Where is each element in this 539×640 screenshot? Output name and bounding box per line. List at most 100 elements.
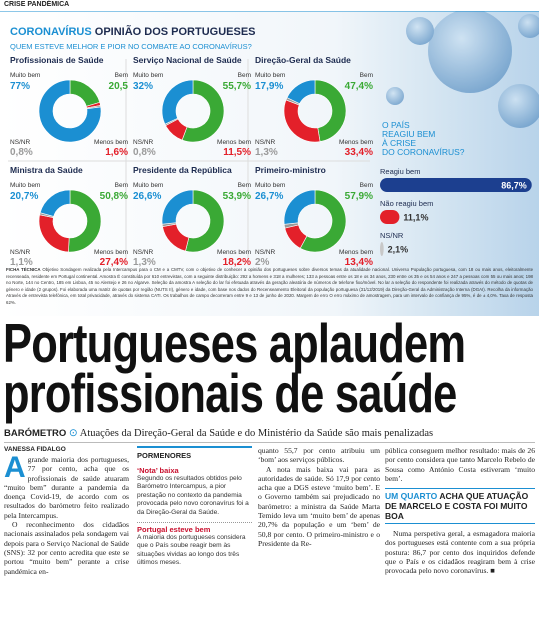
infographic-subtitle: QUEM ESTEVE MELHOR E PIOR NO COMBATE AO … (10, 42, 252, 51)
donut-segment (161, 79, 194, 125)
value-label: 50,8% (100, 191, 128, 202)
donut-segment (161, 189, 194, 225)
category-label: Bem (238, 72, 251, 79)
value-label: 26,7% (255, 191, 283, 202)
sidebar-text: A maioria dos portugueses considera que … (137, 534, 246, 567)
category-label: NS/NR (10, 139, 31, 146)
title-lead: CORONAVÍRUS (10, 25, 92, 38)
category-label: Menos bem (94, 139, 128, 146)
paragraph: grande maioria dos portugueses, 77 por c… (4, 455, 129, 520)
bar (380, 210, 400, 224)
byline: VANESSA FIDALGO (4, 446, 66, 453)
bar-category: Não reagiu bem (380, 199, 433, 208)
sidebar-heading: Portugal esteve bem (137, 525, 211, 535)
pullquote-lead: UM QUARTO (385, 491, 438, 502)
value-label: 77% (10, 81, 30, 92)
ficha-label: FICHA TÉCNICA (6, 267, 41, 272)
value-label: 0,8% (10, 147, 33, 158)
panel-title: Serviço Nacional de Saúde (133, 55, 242, 65)
paragraph: Numa perspetiva geral, a esmagadora maio… (385, 529, 535, 576)
category-label: Bem (360, 72, 373, 79)
pullquote: UM QUARTO ACHA QUE ATUAÇÃO DE MARCELO E … (385, 488, 535, 525)
category-label: Menos bem (339, 249, 373, 256)
panel-title: Ministra da Saúde (10, 165, 83, 175)
pullquote-text: ACHA QUE ATUAÇÃO DE MARCELO E COSTA FOI … (385, 491, 529, 522)
value-label: 53,9% (223, 191, 251, 202)
deck: Atuações da Direção-Geral da Saúde e do … (79, 428, 434, 439)
infographic-title: CORONAVÍRUS OPINIÃO DOS PORTUGUESES (10, 25, 256, 38)
title-text: OPINIÃO DOS PORTUGUESES (95, 25, 256, 38)
value-label: 2% (255, 257, 270, 268)
value-label: 47,4% (345, 81, 373, 92)
value-label: 11,5% (223, 147, 251, 158)
value-label: 57,9% (345, 191, 373, 202)
donut-segment (286, 79, 316, 105)
value-label: 13,4% (345, 257, 373, 268)
bar-value: 2,1% (388, 245, 409, 255)
question: REAGIU BEM (382, 129, 435, 139)
column-1: VANESSA FIDALGO A grande maioria dos por… (4, 446, 129, 576)
bar-category: NS/NR (380, 231, 404, 240)
deck-line: BARÓMETRO ⊙ Atuações da Direção-Geral da… (4, 427, 433, 439)
infographic: CORONAVÍRUS OPINIÃO DOS PORTUGUESES QUEM… (0, 11, 539, 316)
category-label: NS/NR (133, 139, 154, 146)
bar-value: 86,7% (501, 181, 527, 191)
donut-segment (68, 189, 102, 253)
category-label: Menos bem (217, 249, 251, 256)
section-label: CRISE PANDÉMICA (4, 1, 70, 8)
value-label: 26,6% (133, 191, 161, 202)
bar (380, 178, 532, 192)
value-label: 20,7% (10, 191, 38, 202)
category-label: Muito bem (133, 182, 163, 189)
sidebar: PORMENORES ‘Nota’ baixa Segundo os resul… (137, 446, 252, 568)
category-label: Menos bem (217, 139, 251, 146)
sidebar-heading: ‘Nota’ baixa (137, 466, 179, 475)
headline-line: profissionais de saúde (3, 362, 457, 424)
panel-title: Profissionais de Saúde (10, 55, 104, 65)
value-label: 1,3% (133, 257, 156, 268)
paragraph: A nota mais baixa vai para as autoridade… (258, 464, 380, 548)
category-label: Muito bem (10, 72, 40, 79)
category-label: NS/NR (255, 139, 276, 146)
value-label: 27,4% (100, 257, 128, 268)
headline-line: Portugueses aplaudem (3, 312, 466, 374)
bar-value: 11,1% (403, 213, 428, 223)
value-label: 32% (133, 81, 153, 92)
column-4: pública conseguem melhor resultado: mais… (385, 446, 535, 576)
value-label: 20,5 (109, 81, 129, 92)
sidebar-title: PORMENORES (137, 451, 192, 460)
virus-illustration (386, 11, 539, 128)
kicker: BARÓMETRO (4, 428, 67, 439)
category-label: Menos bem (94, 249, 128, 256)
panel-title: Direção-Geral da Saúde (255, 55, 351, 65)
value-label: 18,2% (223, 257, 251, 268)
category-label: Muito bem (255, 72, 285, 79)
paragraph: quanto 55,7 por cento atribuiu um ‘bom’ … (258, 446, 380, 465)
donut-segment (181, 79, 225, 143)
ficha-tecnica: FICHA TÉCNICA Objetivo Sondagem realizad… (6, 267, 533, 307)
category-label: NS/NR (10, 249, 31, 256)
value-label: 55,7% (223, 81, 251, 92)
value-label: 17,9% (255, 81, 283, 92)
headline: Portugueses aplaudem profissionais de sa… (3, 312, 466, 424)
rule (4, 442, 535, 443)
bar-category: Reagiu bem (380, 167, 420, 176)
donut-segment (185, 189, 225, 253)
column-3: quanto 55,7 por cento atribuiu um ‘bom’ … (258, 446, 380, 548)
category-label: Bem (238, 182, 251, 189)
category-label: Bem (115, 182, 128, 189)
question: DO CORONAVÍRUS? (382, 147, 465, 157)
category-label: Bem (115, 72, 128, 79)
paragraph: pública conseguem melhor resultado: mais… (385, 446, 535, 483)
value-label: 0,8% (133, 147, 156, 158)
donut-segment (299, 189, 347, 253)
donut-segment (39, 189, 71, 217)
panel-title: Primeiro-ministro (255, 165, 326, 175)
category-label: Muito bem (133, 72, 163, 79)
category-label: Muito bem (255, 182, 285, 189)
kicker-icon: ⊙ (68, 428, 78, 439)
value-label: 1,1% (10, 257, 33, 268)
paragraph: O reconhecimento dos cidadãos nacionais … (4, 520, 129, 576)
donut-segment (314, 79, 347, 142)
